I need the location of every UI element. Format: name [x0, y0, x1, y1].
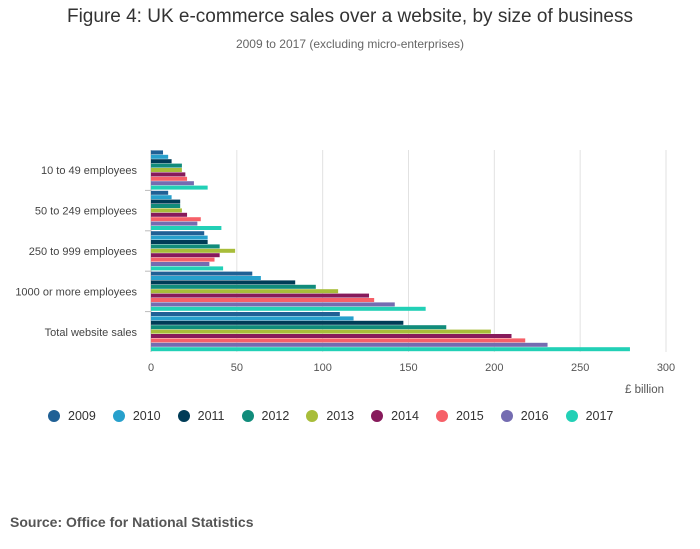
- bar-2011: [151, 199, 181, 204]
- legend-item[interactable]: 2015: [435, 409, 484, 423]
- bar-2015: [151, 298, 375, 302]
- bar-2015: [151, 217, 201, 222]
- legend-label: 2017: [585, 409, 614, 423]
- legend-label: 2016: [520, 409, 549, 423]
- legend-swatch: [371, 410, 384, 422]
- category-label: 250 to 999 employees: [29, 246, 138, 258]
- bar-2013: [151, 289, 339, 294]
- x-tick-label: 100: [313, 362, 331, 374]
- source-note: Source: Office for National Statistics: [10, 514, 254, 530]
- legend-swatch: [48, 410, 60, 422]
- bar-2010: [151, 154, 169, 159]
- legend-item[interactable]: 2017: [565, 409, 614, 423]
- category-label: 10 to 49 employees: [41, 165, 138, 177]
- bar-2012: [151, 163, 182, 168]
- bar-2015: [151, 338, 526, 343]
- bar-2009: [151, 231, 205, 236]
- bar-2010: [151, 235, 208, 240]
- bar-2017: [151, 306, 426, 311]
- bar-2012: [151, 325, 447, 330]
- bar-2009: [151, 271, 253, 276]
- bar-2014: [151, 172, 186, 177]
- bar-2010: [151, 276, 261, 280]
- bar-2010: [151, 316, 354, 321]
- bar-2017: [151, 266, 224, 271]
- bar-2013: [151, 208, 182, 213]
- category-label: 50 to 249 employees: [35, 206, 138, 218]
- bar-2014: [151, 334, 512, 338]
- legend-item[interactable]: 2012: [241, 409, 290, 423]
- legend-item[interactable]: 2009: [48, 409, 96, 423]
- bar-2009: [151, 190, 169, 195]
- legend-label: 2015: [455, 409, 484, 423]
- x-tick-label: 50: [231, 362, 243, 374]
- legend-item[interactable]: 2010: [112, 409, 161, 423]
- bar-2017: [151, 347, 630, 352]
- bar-2015: [151, 176, 188, 181]
- bar-2016: [151, 181, 194, 186]
- bar-2009: [151, 150, 164, 155]
- legend-swatch: [241, 410, 254, 422]
- x-axis-label: £ billion: [625, 384, 664, 396]
- legend-label: 2011: [197, 409, 225, 423]
- legend-swatch: [177, 410, 190, 422]
- chart-subtitle: 2009 to 2017 (excluding micro-enterprise…: [235, 37, 465, 51]
- bar-2017: [151, 185, 208, 190]
- bar-2016: [151, 221, 198, 226]
- bar-2012: [151, 284, 316, 289]
- category-label: Total website sales: [45, 327, 138, 339]
- bar-2014: [151, 212, 188, 217]
- bar-2011: [151, 320, 404, 325]
- legend-label: 2013: [326, 409, 355, 423]
- legend-item[interactable]: 2014: [371, 409, 419, 423]
- x-tick-label: 200: [485, 362, 503, 374]
- bar-2016: [151, 342, 548, 347]
- bar-2011: [151, 280, 296, 285]
- bar-2012: [151, 204, 181, 208]
- legend-label: 2012: [261, 409, 290, 423]
- bar-2014: [151, 293, 370, 298]
- legend-swatch: [565, 410, 578, 422]
- x-tick-label: 0: [148, 362, 154, 374]
- bar-2012: [151, 244, 220, 249]
- bar-2016: [151, 302, 395, 307]
- legend-swatch: [112, 410, 125, 422]
- legend-label: 2009: [68, 409, 96, 423]
- bar-2009: [151, 312, 340, 316]
- bar-2013: [151, 168, 182, 172]
- legend-item[interactable]: 2016: [500, 409, 549, 423]
- chart-legend: 2009 2010 2011 2012 2013 2014 2015 2016 2017: [48, 406, 630, 426]
- legend-swatch: [500, 410, 513, 422]
- bar-2015: [151, 257, 215, 262]
- legend-swatch: [435, 410, 448, 422]
- chart-title: Figure 4: UK e-commerce sales over a web…: [66, 6, 633, 27]
- legend-item[interactable]: 2011: [177, 409, 225, 423]
- bar-2013: [151, 329, 491, 334]
- bar-2010: [151, 195, 172, 200]
- x-tick-label: 150: [399, 362, 417, 374]
- legend-label: 2014: [391, 409, 419, 423]
- bar-2013: [151, 248, 236, 253]
- x-tick-label: 250: [571, 362, 589, 374]
- bar-2017: [151, 226, 222, 230]
- bar-chart: 10 to 49 employees 50 to 249 employees 250…: [15, 150, 675, 396]
- legend-label: 2010: [132, 409, 161, 423]
- bar-2014: [151, 253, 220, 258]
- legend-item[interactable]: 2013: [306, 409, 354, 423]
- bar-2016: [151, 262, 210, 266]
- x-tick-label: 300: [657, 362, 675, 374]
- bar-2011: [151, 159, 172, 164]
- legend-swatch: [306, 410, 319, 422]
- bar-2011: [151, 240, 208, 244]
- category-label: 1000 or more employees: [15, 286, 137, 298]
